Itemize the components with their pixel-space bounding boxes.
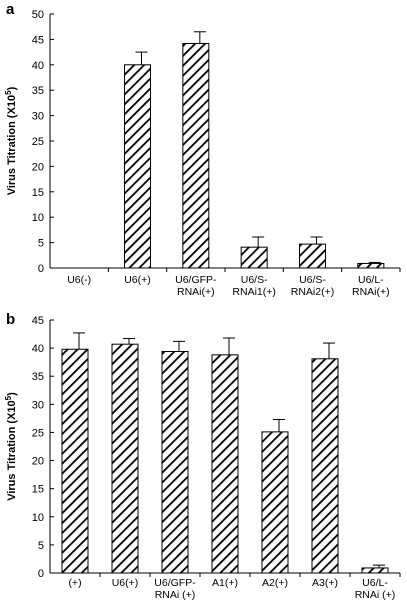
y-tick-label: 10 <box>32 512 44 524</box>
y-tick-label: 0 <box>38 263 44 275</box>
bar <box>111 343 139 574</box>
y-tick-label: 40 <box>32 343 44 355</box>
bar <box>211 354 239 574</box>
x-tick-label: RNAi (+) <box>155 589 196 601</box>
y-tick-label: 20 <box>32 161 44 173</box>
panel-letter: b <box>6 311 15 328</box>
x-tick-label: U6/GFP- <box>175 274 217 286</box>
y-tick-label: 30 <box>32 399 44 411</box>
bar <box>182 42 210 269</box>
x-tick-label: A2(+) <box>262 577 288 589</box>
y-tick-label: 15 <box>32 187 44 199</box>
bar <box>124 64 151 269</box>
x-tick-label: U6/L- <box>362 577 388 589</box>
bar <box>161 350 189 574</box>
y-tick-label: 35 <box>32 85 44 97</box>
x-tick-label: U6/GFP- <box>154 577 196 589</box>
y-tick-label: 25 <box>32 427 44 439</box>
panel-letter: a <box>6 1 15 18</box>
x-tick-label: RNAi2(+) <box>291 286 334 298</box>
y-tick-label: 30 <box>32 111 44 123</box>
y-tick-label: 15 <box>32 484 44 496</box>
x-tick-label: U6/L- <box>358 274 384 286</box>
y-tick-label: 0 <box>38 568 44 580</box>
bar <box>361 567 389 574</box>
y-tick-label: 5 <box>38 540 44 552</box>
y-tick-label: 50 <box>32 9 44 21</box>
y-tick-label: 40 <box>32 60 44 72</box>
bar <box>357 262 385 269</box>
x-tick-label: RNAi(+) <box>352 286 390 298</box>
x-tick-label: (+) <box>68 577 81 589</box>
y-tick-label: 5 <box>38 238 44 250</box>
x-tick-label: U6(-) <box>67 274 91 286</box>
chart-panel-a: a 0 5 10 15 20 25 30 35 40 45 50 Virus Titration (X1… <box>4 1 401 298</box>
x-tick-label: RNAi1(+) <box>232 286 275 298</box>
chart-panel-b: b 0 5 10 15 20 25 30 35 40 45 Virus Titration (X105… <box>4 311 401 601</box>
x-tick-label: U6/S- <box>241 274 268 286</box>
y-tick-label: 20 <box>32 456 44 468</box>
y-tick-label: 45 <box>32 315 44 327</box>
y-tick-label: 35 <box>32 371 44 383</box>
y-tick-label: 10 <box>32 212 44 224</box>
x-tick-label: RNAi (+) <box>355 589 396 601</box>
y-axis-title: Virus Titration (X105) <box>4 86 18 195</box>
x-tick-label: A3(+) <box>312 577 338 589</box>
bar <box>261 431 289 574</box>
y-tick-label: 45 <box>32 34 44 46</box>
x-tick-label: A1(+) <box>212 577 238 589</box>
x-tick-label: U6(+) <box>124 274 151 286</box>
bar <box>311 358 339 574</box>
y-axis-title: Virus Titration (X105) <box>4 392 18 501</box>
bar <box>61 348 89 574</box>
x-tick-label: RNAi(+) <box>177 286 215 298</box>
bar <box>299 243 326 269</box>
x-tick-label: U6(+) <box>112 577 139 589</box>
y-tick-label: 25 <box>32 136 44 148</box>
bar <box>240 246 268 269</box>
x-tick-label: U6/S- <box>299 274 326 286</box>
